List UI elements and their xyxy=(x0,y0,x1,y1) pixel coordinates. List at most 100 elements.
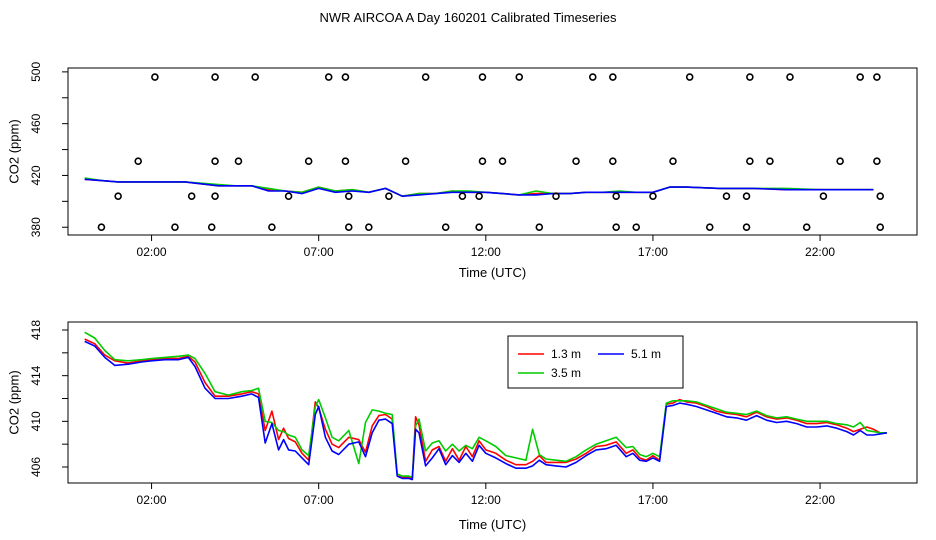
series-line-2 xyxy=(84,331,887,479)
outlier-point xyxy=(304,157,313,166)
y-tick-label: 460 xyxy=(29,113,43,133)
x-tick-label: 07:00 xyxy=(304,493,334,507)
outlier-point xyxy=(609,157,617,166)
outlier-point xyxy=(324,73,333,81)
outlier-point xyxy=(742,223,751,232)
plot-area xyxy=(84,331,888,481)
outlier-point xyxy=(134,157,142,166)
outlier-point xyxy=(515,73,524,81)
outlier-point xyxy=(344,223,353,232)
outlier-point xyxy=(478,73,487,81)
plot-area xyxy=(84,177,874,197)
y-axis-label: CO2 (ppm) xyxy=(7,370,22,434)
series-line-3 xyxy=(84,340,888,481)
x-tick-label: 12:00 xyxy=(471,245,501,259)
legend-label-2: 3.5 m xyxy=(551,366,581,380)
outlier-point xyxy=(669,157,677,166)
outlier-point xyxy=(802,223,811,232)
outlier-point xyxy=(722,192,731,200)
y-tick-label: 414 xyxy=(29,365,43,385)
y-tick-label: 410 xyxy=(29,411,43,431)
outlier-point xyxy=(458,192,467,200)
outlier-point xyxy=(612,223,620,232)
outlier-point xyxy=(475,223,483,232)
outlier-point xyxy=(746,73,754,81)
y-tick-label: 420 xyxy=(29,165,43,185)
x-axis-label: Time (UTC) xyxy=(459,517,526,532)
outlier-point xyxy=(344,192,353,200)
outlier-point xyxy=(151,73,159,81)
outlier-point xyxy=(786,73,794,81)
series-line-1 xyxy=(84,338,887,480)
plot-frame xyxy=(67,321,918,484)
outlier-point xyxy=(746,157,754,166)
outlier-point xyxy=(207,223,216,232)
outlier-point xyxy=(612,192,620,200)
outlier-point xyxy=(742,192,751,200)
x-tick-label: 02:00 xyxy=(137,245,167,259)
outlier-point xyxy=(876,192,885,200)
y-tick-label: 380 xyxy=(29,217,43,237)
outlier-point xyxy=(211,73,219,81)
outlier-point xyxy=(171,223,179,232)
outlier-point xyxy=(234,157,243,166)
outlier-point xyxy=(685,73,694,81)
legend-box xyxy=(507,335,684,389)
outlier-point xyxy=(251,73,259,81)
outlier-point xyxy=(284,192,293,200)
outlier-point xyxy=(572,157,580,166)
outlier-point xyxy=(766,157,774,166)
outlier-point xyxy=(385,192,393,200)
outlier-point xyxy=(114,192,122,200)
x-tick-label: 12:00 xyxy=(471,493,501,507)
x-tick-label: 17:00 xyxy=(638,493,668,507)
outlier-point xyxy=(187,192,196,200)
outlier-point xyxy=(97,223,106,232)
chart-title: NWR AIRCOA A Day 160201 Calibrated Times… xyxy=(320,10,617,25)
outlier-point xyxy=(211,157,219,166)
y-tick-label: 418 xyxy=(29,320,43,340)
outlier-point xyxy=(211,192,219,200)
panel-top: 02:00 07:00 12:00 17:00 22:00 380 420 460 500 Tim… xyxy=(7,62,918,280)
outlier-point xyxy=(498,157,507,166)
outlier-point xyxy=(341,73,350,81)
legend-label-1: 1.3 m xyxy=(551,347,581,361)
outlier-point xyxy=(268,223,276,232)
x-tick-label: 17:00 xyxy=(638,245,668,259)
outlier-point xyxy=(552,192,560,200)
outlier-point xyxy=(819,192,828,200)
panel-bottom: 02:00 07:00 12:00 17:00 22:00 406 410 414 418 Tim… xyxy=(7,320,918,532)
outlier-point xyxy=(475,192,483,200)
outlier-point xyxy=(856,73,864,81)
outlier-point xyxy=(588,73,597,81)
x-tick-label: 22:00 xyxy=(805,245,835,259)
outlier-point xyxy=(401,157,410,166)
outlier-point xyxy=(632,223,641,232)
x-tick-label: 02:00 xyxy=(137,493,167,507)
outlier-point xyxy=(365,223,373,232)
outlier-point xyxy=(535,223,544,232)
legend: 1.3 m 3.5 m 5.1 m xyxy=(507,335,684,389)
x-axis-label: Time (UTC) xyxy=(459,265,526,280)
series-line-3 xyxy=(84,178,874,197)
y-tick-label: 500 xyxy=(29,62,43,82)
x-tick-label: 22:00 xyxy=(805,493,835,507)
outlier-point xyxy=(836,157,844,166)
outlier-point xyxy=(421,73,430,81)
legend-label-3: 5.1 m xyxy=(631,347,661,361)
plot-frame xyxy=(67,67,918,236)
x-tick-label: 07:00 xyxy=(304,245,334,259)
outlier-point xyxy=(609,73,617,81)
outlier-point xyxy=(705,223,714,232)
outlier-point xyxy=(441,223,450,232)
y-tick-label: 406 xyxy=(29,457,43,477)
outlier-point xyxy=(873,73,881,81)
outlier-point xyxy=(873,157,881,166)
outlier-point xyxy=(876,223,885,232)
outlier-point xyxy=(649,192,657,200)
y-axis-label: CO2 (ppm) xyxy=(7,119,22,183)
outlier-point xyxy=(341,157,350,166)
outlier-point xyxy=(478,157,487,166)
